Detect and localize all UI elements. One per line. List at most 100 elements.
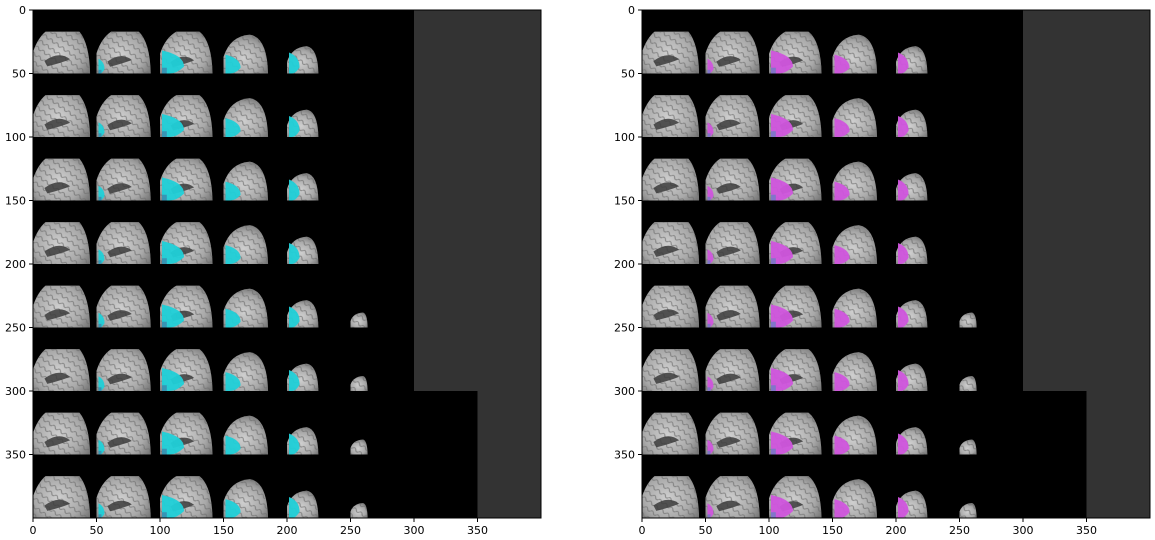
montage-tile [832, 225, 878, 264]
montage-tile [287, 109, 319, 137]
montage-tile [33, 222, 91, 264]
segmentation-overlay [771, 113, 794, 137]
montage-tile [223, 225, 269, 264]
montage-tile [96, 222, 151, 264]
montage-tile [33, 31, 91, 74]
segmentation-overlay [898, 306, 909, 328]
y-tick-label: 300 [5, 385, 26, 398]
montage-tile [959, 376, 977, 391]
y-tick-label: 50 [621, 68, 635, 81]
montage-tile [223, 98, 269, 137]
segmentation-overlay [289, 243, 300, 264]
montage-tile [832, 352, 878, 391]
segmentation-overlay [225, 499, 241, 518]
montage-tile [160, 31, 213, 74]
montage-tile [769, 31, 822, 74]
left-x-axis: 0 50 100 150 200 250 300 350 [30, 518, 488, 537]
segmentation-overlay [771, 50, 794, 74]
montage-tile [896, 46, 928, 74]
segmentation-overlay [707, 249, 714, 264]
montage-tile [96, 285, 151, 328]
montage-tile [350, 376, 368, 391]
segmentation-overlay [834, 435, 850, 455]
segmentation-overlay [898, 433, 909, 455]
montage-tile [705, 476, 760, 518]
montage-tile [96, 158, 151, 201]
montage-tile [769, 349, 822, 391]
left-y-axis: 0 50 100 150 200 250 300 350 [5, 4, 33, 462]
montage-tile [832, 288, 878, 328]
montage-tile [959, 312, 977, 328]
right-image-area [642, 10, 1150, 518]
y-tick-label: 0 [628, 4, 635, 17]
montage-tile [832, 98, 878, 137]
montage-tile [96, 31, 151, 74]
x-tick-label: 50 [90, 524, 104, 537]
segmentation-overlay [289, 497, 300, 518]
segmentation-overlay [162, 367, 185, 391]
montage-tile [160, 158, 213, 201]
segmentation-overlay [162, 431, 185, 455]
y-tick-label: 150 [614, 195, 635, 208]
montage-tile [33, 476, 91, 518]
segmentation-overlay [289, 306, 300, 328]
segmentation-overlay [898, 179, 909, 201]
montage-tile [896, 173, 928, 201]
montage-tile [832, 415, 878, 455]
montage-tile [287, 173, 319, 201]
x-tick-label: 200 [886, 524, 907, 537]
montage-tile [705, 31, 760, 74]
montage-tile [896, 427, 928, 455]
montage-tile [350, 503, 368, 518]
segmentation-overlay [98, 185, 105, 201]
segmentation-overlay [834, 245, 850, 264]
montage-tile [642, 158, 700, 201]
x-tick-label: 0 [30, 524, 37, 537]
montage-tile [33, 285, 91, 328]
segmentation-overlay [162, 50, 185, 74]
segmentation-overlay [834, 181, 850, 201]
montage-tile [705, 412, 760, 455]
montage-tile [642, 285, 700, 328]
x-tick-label: 100 [150, 524, 171, 537]
x-tick-label: 150 [822, 524, 843, 537]
segmentation-overlay [834, 54, 850, 74]
segmentation-overlay [707, 185, 714, 201]
montage-tile [223, 288, 269, 328]
segmentation-overlay [289, 370, 300, 391]
y-tick-label: 200 [5, 258, 26, 271]
segmentation-overlay [771, 431, 794, 455]
montage-tile [832, 161, 878, 201]
montage-tile [769, 222, 822, 264]
montage-tile [96, 412, 151, 455]
y-tick-label: 50 [12, 68, 26, 81]
left-image-area [33, 10, 541, 518]
y-tick-label: 300 [614, 385, 635, 398]
segmentation-overlay [898, 243, 909, 264]
montage-tile [287, 46, 319, 74]
x-tick-label: 250 [949, 524, 970, 537]
x-tick-label: 0 [639, 524, 646, 537]
x-tick-label: 200 [277, 524, 298, 537]
montage-tile [33, 349, 91, 391]
montage-tile [160, 285, 213, 328]
x-tick-label: 250 [340, 524, 361, 537]
segmentation-overlay [162, 177, 185, 201]
montage-tile [33, 95, 91, 137]
montage-tile [96, 95, 151, 137]
montage-tile [896, 363, 928, 391]
y-tick-label: 350 [5, 449, 26, 462]
segmentation-overlay [162, 240, 185, 264]
montage-tile [896, 300, 928, 328]
x-tick-label: 50 [699, 524, 713, 537]
segmentation-overlay [225, 54, 241, 74]
segmentation-overlay [98, 122, 105, 137]
montage-tile [287, 427, 319, 455]
segmentation-overlay [834, 118, 850, 137]
montage-tile [896, 236, 928, 264]
segmentation-overlay [225, 245, 241, 264]
segmentation-overlay [898, 116, 909, 137]
segmentation-overlay [834, 499, 850, 518]
montage-tile [160, 412, 213, 455]
